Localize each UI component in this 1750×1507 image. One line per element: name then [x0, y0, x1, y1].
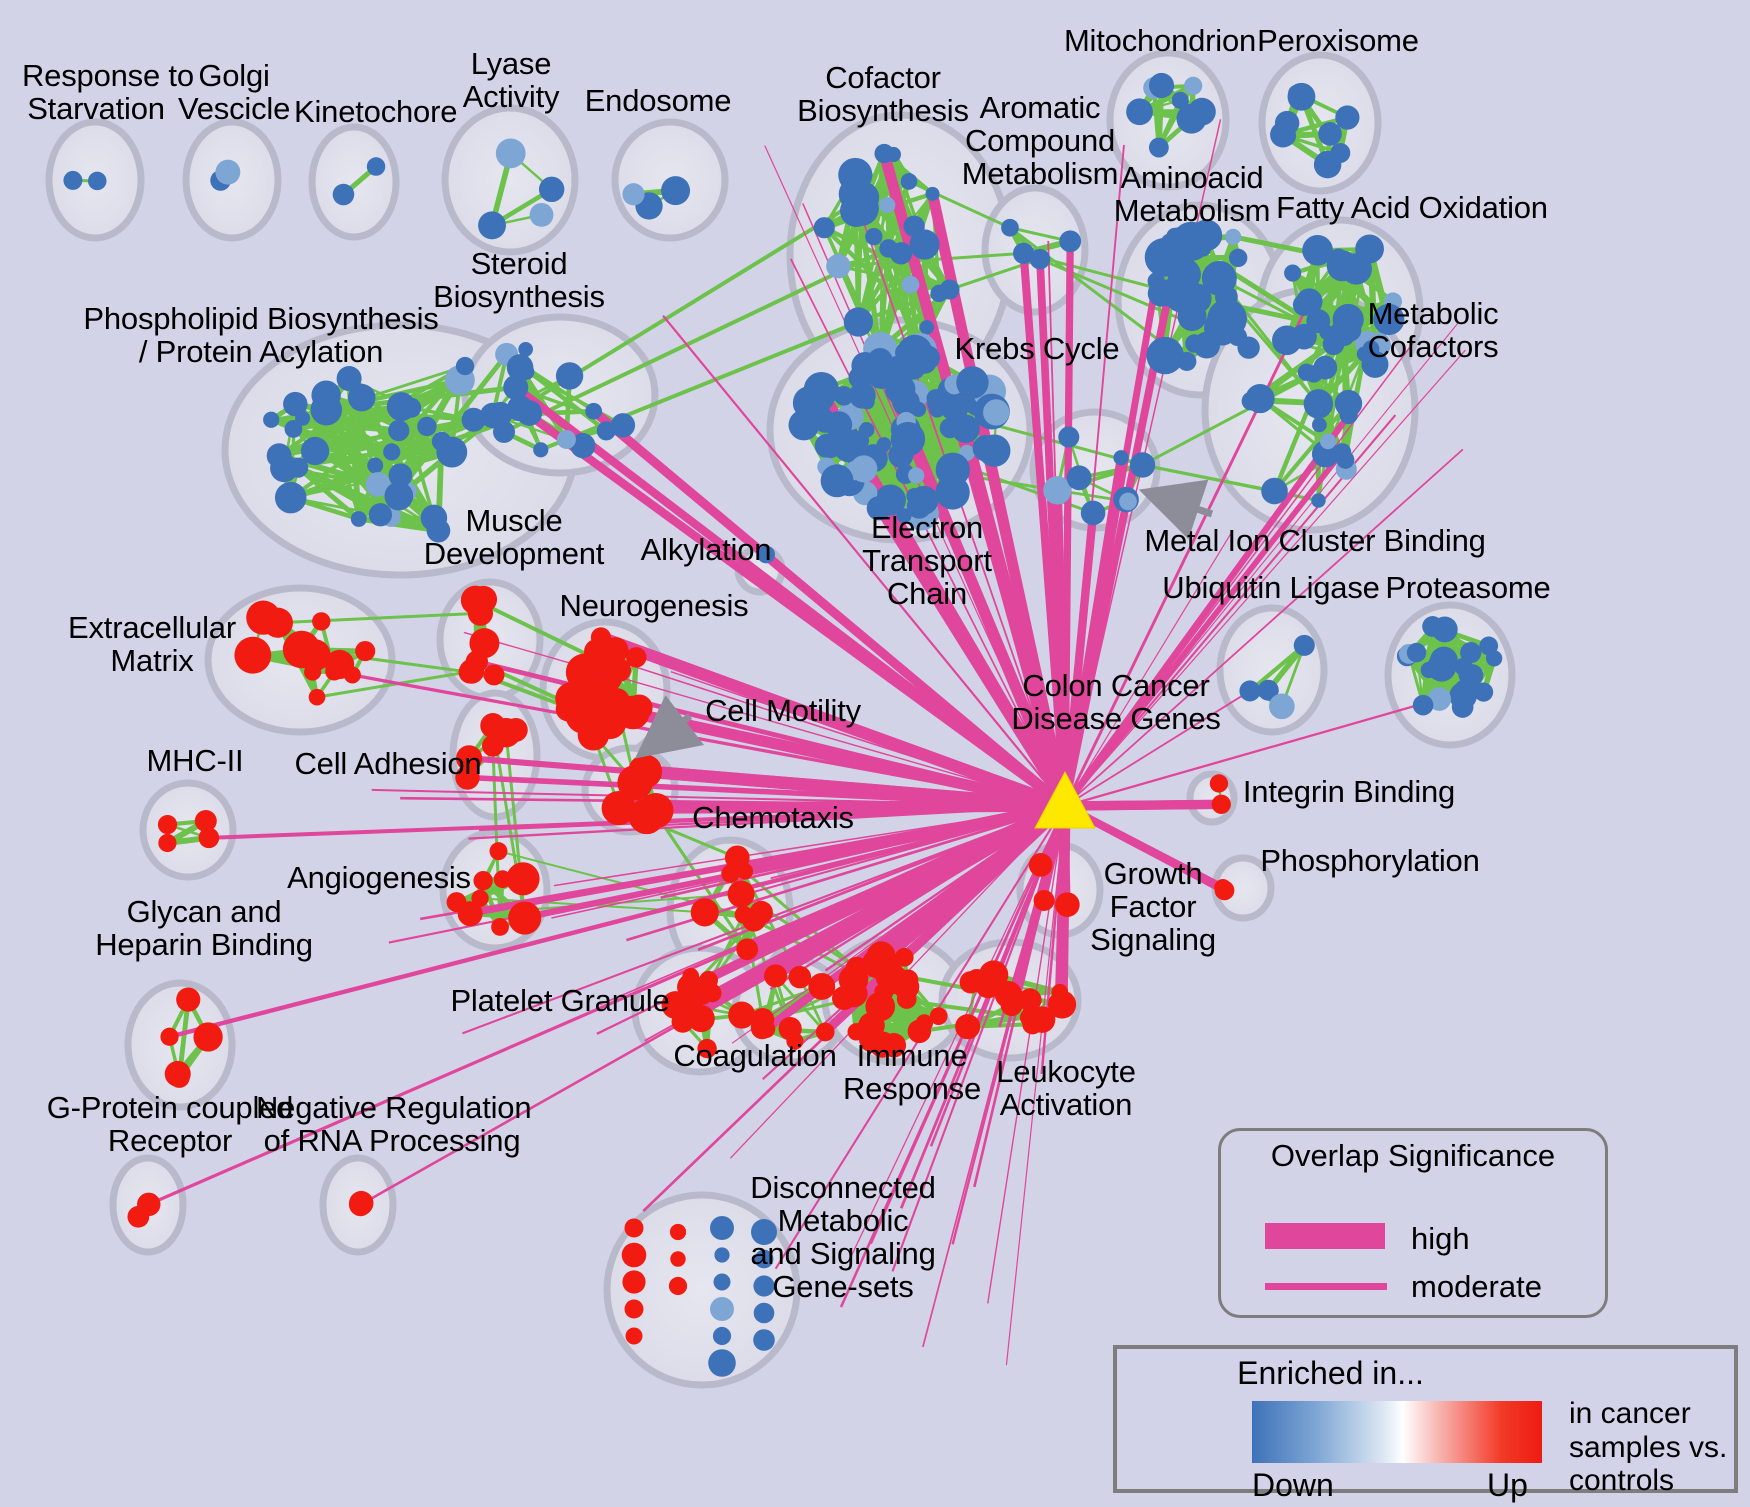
cluster-label-alkylation: Alkylation — [640, 532, 772, 567]
cluster-label-ubiquitin-ligase: Ubiquitin Ligase — [1162, 570, 1380, 605]
cluster-label-cofactor-biosynthesis: Cofactor Biosynthesis — [797, 60, 969, 128]
cluster-label-peroxisome: Peroxisome — [1257, 23, 1419, 58]
overlap-moderate-swatch — [1265, 1283, 1387, 1290]
cluster-label-kinetochore: Kinetochore — [294, 94, 458, 129]
cluster-label-muscle-development: Muscle Development — [423, 503, 605, 571]
cluster-label-metabolic-cofactors: Metabolic Cofactors — [1367, 296, 1499, 364]
cluster-label-g-protein-coupled-receptor: G-Protein coupled Receptor — [46, 1090, 294, 1158]
cluster-label-glycan-heparin-binding: Glycan and Heparin Binding — [95, 894, 313, 962]
cluster-label-growth-factor-signaling: Growth Factor Signaling — [1090, 856, 1216, 957]
cluster-label-angiogenesis: Angiogenesis — [287, 860, 471, 895]
cluster-label-negative-regulation-rna-processing: Negative Regulation of RNA Processing — [256, 1090, 532, 1158]
cluster-label-immune-response: Immune Response — [843, 1038, 981, 1106]
cluster-label-steroid-biosynthesis: Steroid Biosynthesis — [433, 246, 605, 314]
cluster-label-platelet-granule: Platelet Granule — [450, 983, 670, 1018]
colon-cancer-hub-triangle[interactable] — [1034, 770, 1096, 829]
cluster-label-electron-transport-chain: Electron Transport Chain — [862, 510, 992, 611]
cluster-label-neurogenesis: Neurogenesis — [559, 588, 749, 623]
enrichment-down-label: Down — [1252, 1467, 1334, 1503]
cluster-label-cell-motility: Cell Motility — [705, 693, 861, 728]
cluster-label-proteasome: Proteasome — [1385, 570, 1551, 605]
cluster-label-leukocyte-activation: Leukocyte Activation — [996, 1054, 1136, 1122]
enriched-in-legend: Enriched in... Down Up in cancer samples… — [1113, 1345, 1738, 1503]
cluster-label-cell-adhesion: Cell Adhesion — [294, 746, 482, 781]
cluster-label-phospholipid-biosynthesis: Phospholipid Biosynthesis / Protein Acyl… — [83, 301, 439, 369]
cluster-label-endosome: Endosome — [584, 83, 732, 118]
cluster-label-chemotaxis: Chemotaxis — [692, 800, 854, 835]
overlap-high-label: high — [1411, 1221, 1470, 1256]
enrichment-color-ramp — [1252, 1401, 1542, 1463]
enriched-legend-title: Enriched in... — [1237, 1355, 1424, 1391]
enrichment-up-label: Up — [1487, 1467, 1528, 1503]
overlap-significance-legend: Overlap Significance high moderate — [1218, 1128, 1608, 1318]
cluster-label-lyase-activity: Lyase Activity — [462, 46, 560, 114]
overlap-moderate-label: moderate — [1411, 1269, 1542, 1304]
cluster-label-metal-ion-cluster-binding: Metal Ion Cluster Binding — [1144, 523, 1486, 558]
cluster-label-phosphorylation: Phosphorylation — [1260, 843, 1480, 878]
hub-label-colon-cancer-disease-genes: Colon Cancer Disease Genes — [1011, 668, 1221, 736]
cluster-label-mitochondrion: Mitochondrion — [1063, 23, 1257, 58]
cluster-label-aminoacid-metabolism: Aminoacid Metabolism — [1113, 160, 1271, 228]
cluster-label-mhc-ii: MHC-II — [146, 743, 244, 778]
metal-ion-arrow — [1138, 479, 1214, 540]
cluster-label-golgi-vescicle: Golgi Vescicle — [178, 58, 291, 126]
cluster-label-disconnected-gene-sets: Disconnected Metabolic and Signaling Gen… — [750, 1170, 936, 1304]
gene-set-nodes — [63, 72, 1503, 1377]
enrichment-side-text: in cancer samples vs. controls — [1569, 1397, 1728, 1498]
cluster-label-integrin-binding: Integrin Binding — [1242, 774, 1456, 809]
cluster-label-fatty-acid-oxidation: Fatty Acid Oxidation — [1276, 190, 1548, 225]
cluster-label-extracellular-matrix: Extracellular Matrix — [68, 610, 236, 678]
cell-motility-arrow — [634, 695, 705, 759]
cluster-label-coagulation: Coagulation — [673, 1038, 837, 1073]
overlap-edges — [148, 119, 1467, 1366]
cluster-label-aromatic-compound-metabolism: Aromatic Compound Metabolism — [961, 90, 1119, 191]
overlap-legend-title: Overlap Significance — [1270, 1138, 1556, 1173]
overlap-high-swatch — [1265, 1223, 1385, 1249]
cluster-label-response-to-starvation: Response to Starvation — [22, 58, 194, 126]
cluster-label-krebs-cycle: Krebs Cycle — [954, 331, 1120, 366]
